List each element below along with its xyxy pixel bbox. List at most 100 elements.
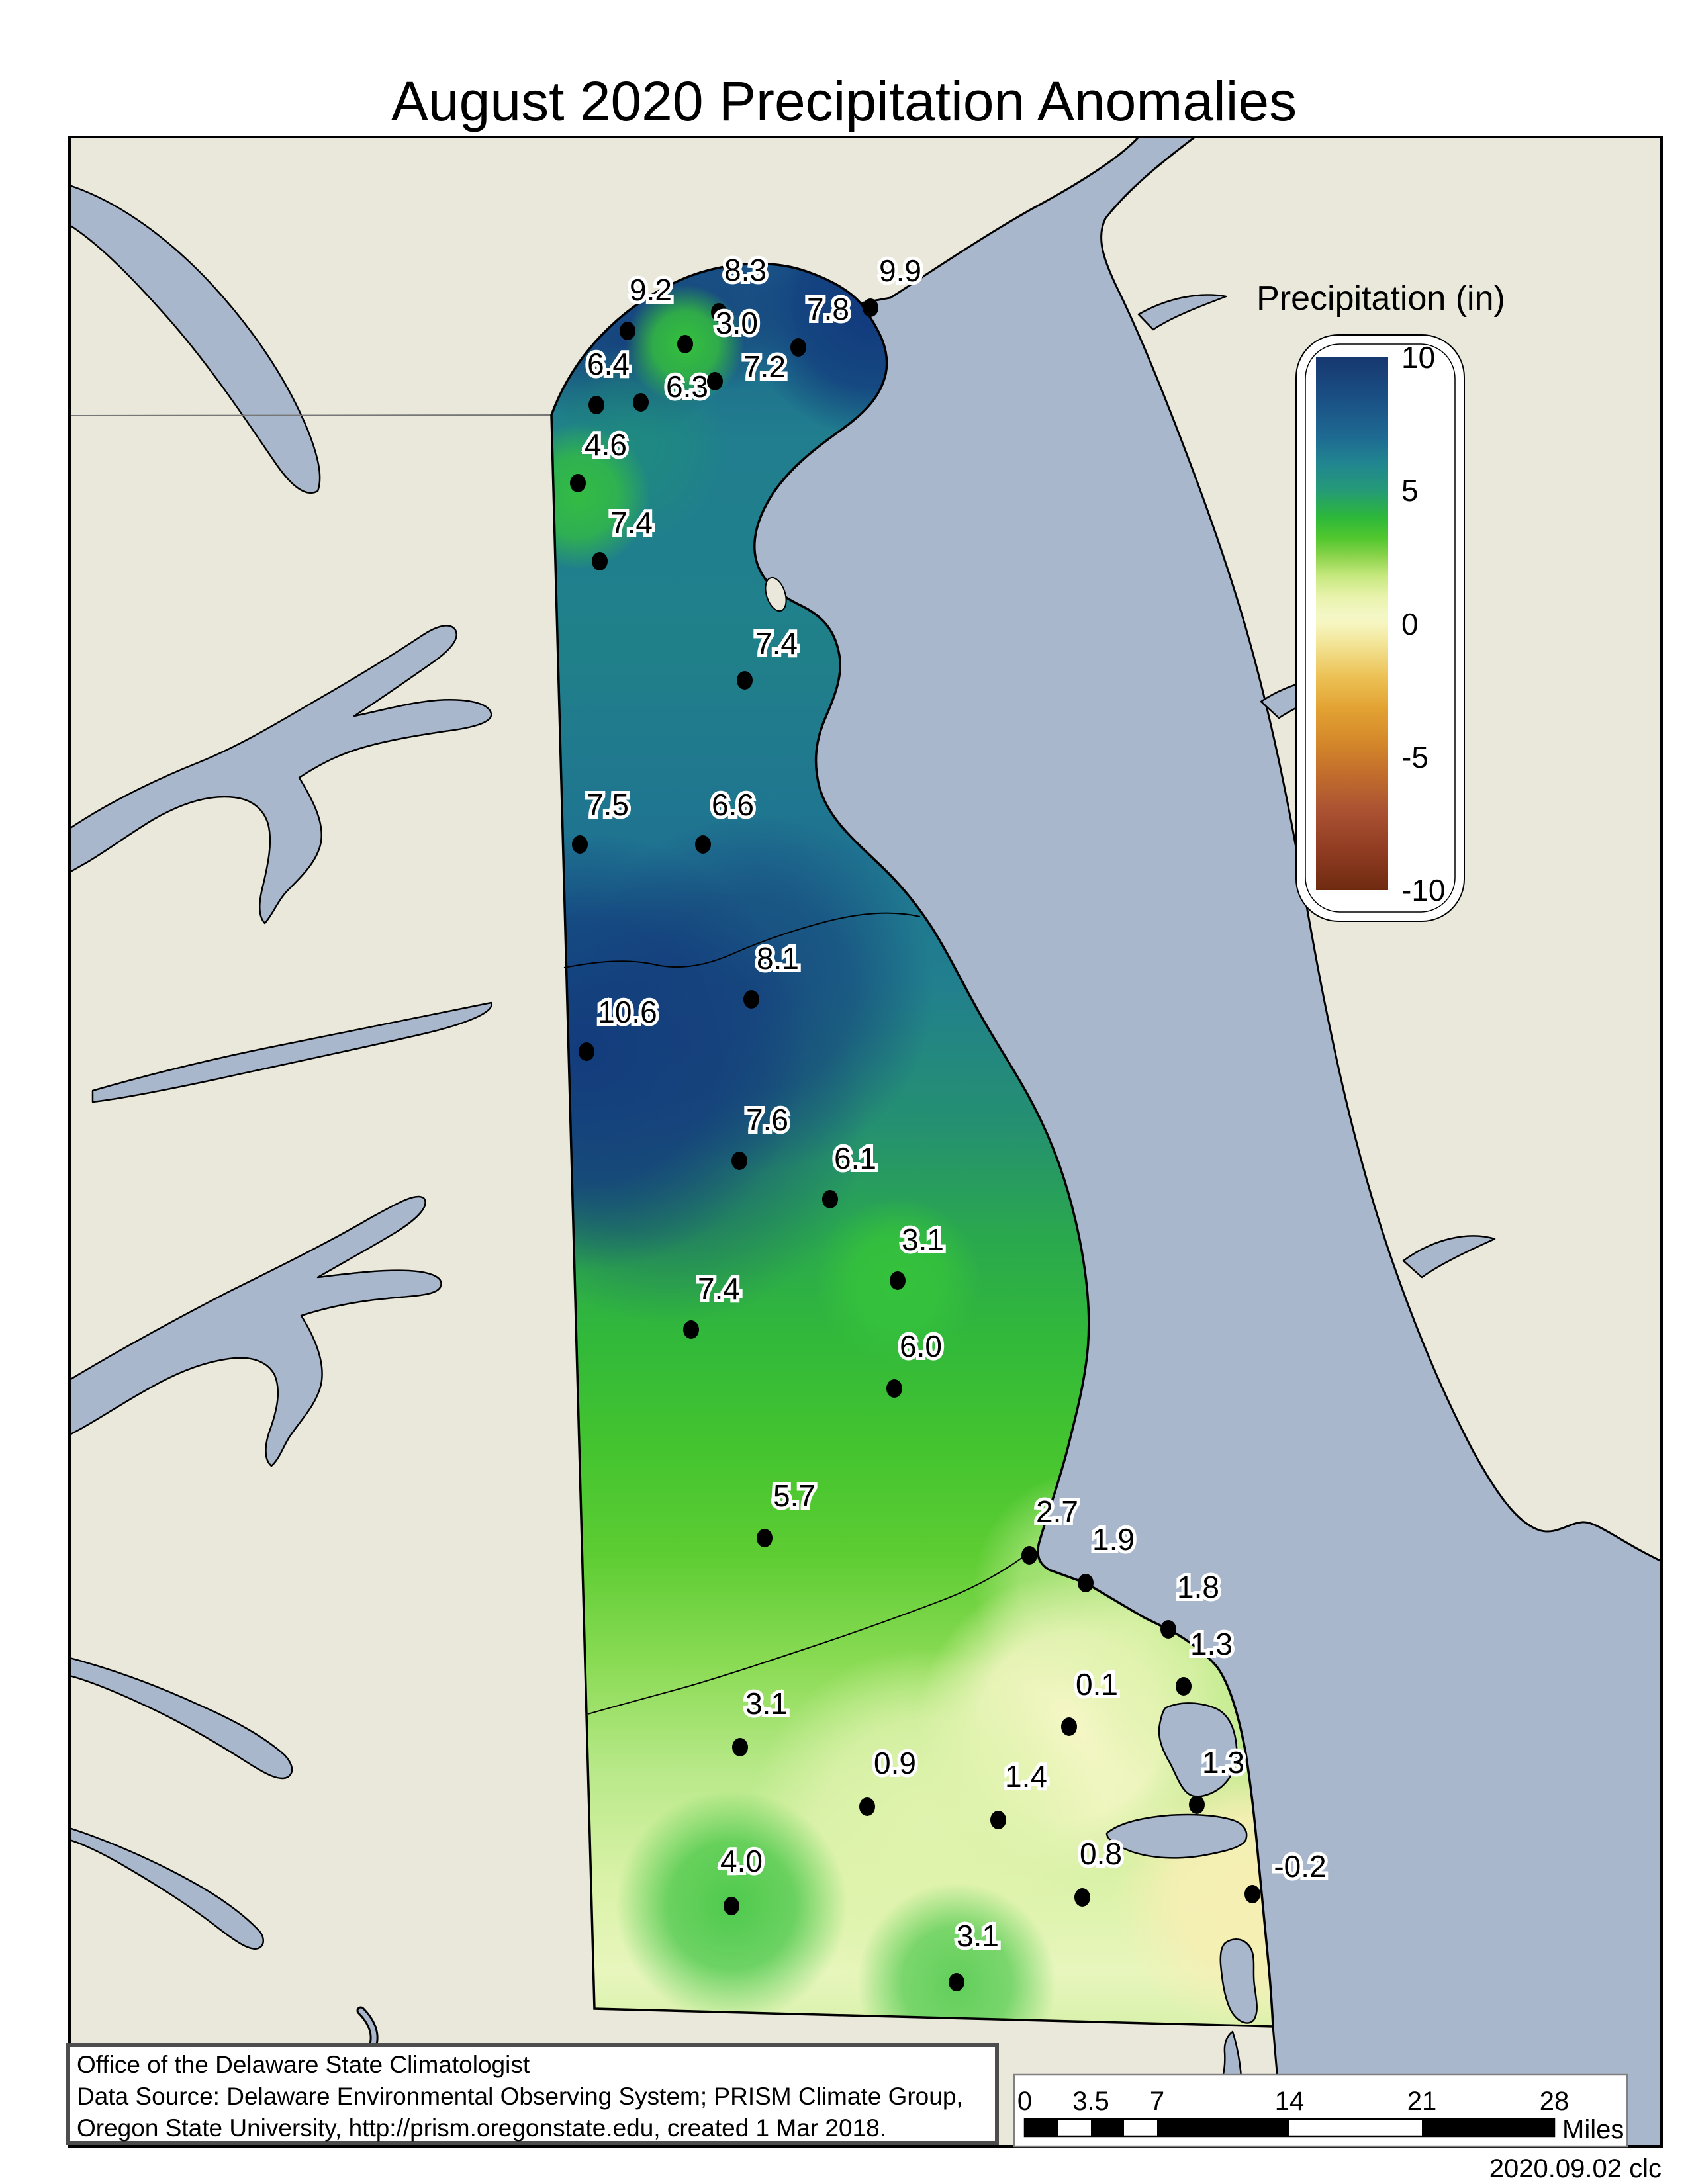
station-7.5: 7.5 [572, 784, 632, 854]
station-dot [579, 1042, 594, 1061]
station-value-label: 0.9 [874, 1746, 916, 1780]
scale-segment [1422, 2119, 1554, 2136]
newcastle-kent-county-line [563, 912, 921, 968]
station-dot [620, 322, 635, 340]
elk-river [70, 184, 321, 494]
scale-bar-unit: Miles [1562, 2115, 1624, 2144]
station-value-label: 8.3 [724, 253, 767, 287]
station-9.9: 9.9 [863, 250, 925, 317]
station-2.7: 2.7 [1021, 1491, 1082, 1565]
station-dot [890, 1271, 906, 1290]
sassafras-river [70, 625, 492, 925]
station-dot [859, 1797, 875, 1816]
chester-river [91, 1001, 492, 1103]
station-value-label: 10.6 [598, 995, 657, 1029]
station-value-label: 1.8 [1177, 1570, 1219, 1604]
station-dot [592, 552, 608, 570]
station-1.3: 1.3 [1176, 1623, 1236, 1696]
attribution-line-3: Oregon State University, http://prism.or… [77, 2115, 886, 2142]
station-dot [757, 1529, 773, 1547]
station-value-label: 4.6 [585, 428, 627, 462]
station-value-label: 7.4 [698, 1271, 740, 1306]
station-value-label: 6.4 [587, 347, 630, 381]
station-value-label: 8.1 [757, 941, 799, 976]
station-dot [1176, 1677, 1192, 1696]
legend-tick-5: 5 [1401, 473, 1419, 508]
station-value-label: 1.3 [1190, 1627, 1233, 1661]
station-dot [683, 1320, 699, 1339]
station-6.6: 6.6 [695, 784, 757, 854]
station-dot [822, 1190, 838, 1208]
attribution-box: Office of the Delaware State Climatologi… [66, 2043, 999, 2145]
station-value-label: 5.7 [773, 1479, 816, 1513]
station-3.0: 3.0 [677, 302, 761, 353]
attribution-border [66, 2043, 999, 2145]
wicomico-river [70, 1827, 264, 1950]
station-layer: 9.2 8.3 9.9 3.0 7.8 6.4 6.3 7.2 4.6 7.4 7.4 7.5 6.6 8… [570, 250, 1330, 1991]
scale-tick-7: 7 [1150, 2087, 1164, 2116]
kent-sussex-county-line [587, 1548, 1035, 1715]
scale-segment [1157, 2119, 1289, 2136]
station-dot [886, 1379, 902, 1398]
station-value-label: 9.9 [879, 253, 921, 288]
station-dot [1074, 1888, 1090, 1907]
station-dot [949, 1973, 964, 1991]
station-dot [863, 298, 878, 317]
station-value-label: 3.0 [716, 306, 758, 340]
station-value-label: 3.1 [745, 1686, 788, 1721]
station-3.1: 3.1 [890, 1219, 947, 1290]
station--0.2: -0.2 [1244, 1846, 1330, 1903]
station-value-label: 3.1 [902, 1222, 944, 1257]
station-value-label: 6.3 [666, 369, 708, 404]
station-1.9: 1.9 [1078, 1519, 1138, 1592]
station-value-label: 1.4 [1005, 1759, 1047, 1794]
datestamp: 2020.09.02 clc [1489, 2154, 1662, 2183]
scale-tick-3.5: 3.5 [1072, 2087, 1109, 2116]
station-dot [1160, 1620, 1176, 1639]
station-3.1: 3.1 [732, 1683, 791, 1756]
station-dot [790, 338, 806, 357]
station-value-label: 6.0 [900, 1329, 942, 1363]
station-value-label: 2.7 [1036, 1494, 1078, 1529]
station-3.1: 3.1 [949, 1915, 1002, 1991]
station-dot [731, 1152, 747, 1170]
station-dot [737, 671, 753, 690]
station-4.0: 4.0 [717, 1841, 766, 1915]
station-value-label: 7.8 [807, 292, 849, 326]
station-value-label: 7.5 [586, 788, 629, 822]
scale-tick-21: 21 [1407, 2087, 1437, 2116]
station-dot [1244, 1885, 1260, 1903]
station-dot [633, 393, 649, 412]
rehoboth-bay [1158, 1702, 1238, 1797]
station-value-label: 7.6 [746, 1103, 788, 1137]
station-7.4: 7.4 [737, 623, 801, 690]
legend-tick-labels: 10 5 0 -5 -10 [1401, 340, 1445, 907]
legend: Precipitation (in) 10 5 0 -5 -10 [1256, 279, 1505, 922]
scale-bar-labels: 0 3.5 7 14 21 28 [1017, 2087, 1569, 2116]
station-value-label: 0.8 [1080, 1837, 1122, 1871]
pa-md-state-line [70, 414, 552, 416]
station-dot [990, 1811, 1006, 1829]
station-6.0: 6.0 [886, 1326, 945, 1398]
station-value-label: -0.2 [1274, 1849, 1326, 1884]
station-value-label: 6.1 [834, 1141, 876, 1175]
assawoman-bay [1219, 1938, 1258, 2024]
attribution-line-2: Data Source: Delaware Environmental Obse… [77, 2083, 963, 2110]
map-frame [68, 136, 1663, 2148]
station-dot [1189, 1796, 1205, 1814]
legend-tick-10: 10 [1401, 340, 1435, 375]
station-dot [1021, 1546, 1037, 1565]
scale-segment [1025, 2119, 1058, 2136]
station-dot [707, 372, 723, 390]
attribution-line-1: Office of the Delaware State Climatologi… [77, 2051, 530, 2078]
nanticoke-river [70, 1657, 293, 1780]
legend-title: Precipitation (in) [1256, 279, 1505, 318]
station-value-label: 7.4 [755, 626, 798, 660]
station-7.2: 7.2 [707, 346, 789, 390]
station-8.3: 8.3 [711, 250, 770, 322]
station-dot [711, 303, 727, 322]
scale-bar-segments [1025, 2119, 1554, 2136]
station-value-label: 6.6 [712, 788, 754, 822]
chesapeake-tributaries [70, 184, 492, 1950]
